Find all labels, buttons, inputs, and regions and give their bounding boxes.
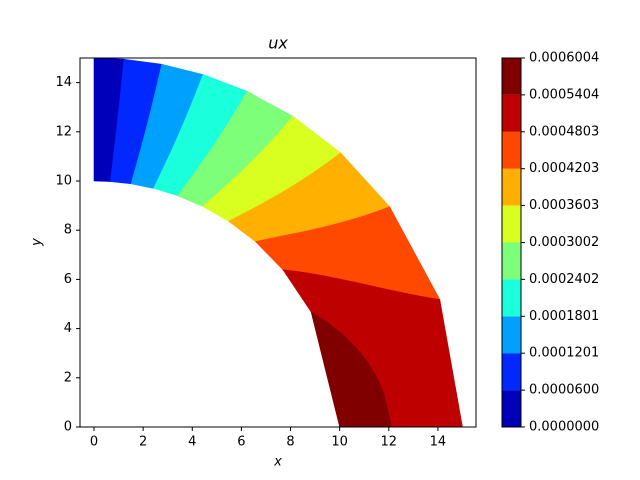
y-tick-label: 4 [64, 321, 72, 336]
x-axis-label: x [273, 455, 282, 470]
colorbar-tick-label: 0.0005404 [529, 87, 599, 102]
x-tick-label: 2 [139, 435, 147, 450]
colorbar-tick-label: 0.0000600 [529, 383, 599, 398]
y-tick-label: 10 [55, 174, 72, 189]
y-axis-label: y [30, 238, 45, 247]
x-tick-label: 8 [286, 435, 294, 450]
x-tick-label: 6 [237, 435, 245, 450]
x-tick-label: 12 [381, 435, 398, 450]
colorbar-tick-label: 0.0000000 [529, 420, 599, 435]
y-tick-label: 8 [64, 223, 72, 238]
colorbar-tick-label: 0.0001801 [529, 309, 599, 324]
colorbar-band [502, 353, 521, 391]
colorbar-tick-label: 0.0006004 [529, 51, 599, 66]
plot-frame [79, 57, 477, 428]
x-tick-label: 4 [188, 435, 196, 450]
colorbar-band [502, 279, 521, 317]
y-tick-label: 2 [64, 370, 72, 385]
colorbar-tick-label: 0.0004803 [529, 124, 599, 139]
y-tick-label: 0 [64, 420, 72, 435]
colorbar-tick-label: 0.0003002 [529, 235, 599, 250]
x-tick-label: 10 [331, 435, 348, 450]
colorbar-band [502, 205, 521, 243]
colorbar-band [502, 390, 521, 427]
colorbar-band [502, 242, 521, 280]
colorbar-tick-label: 0.0003603 [529, 198, 599, 213]
y-tick-label: 6 [64, 272, 72, 287]
colorbar-band [502, 94, 521, 132]
y-tick-label: 14 [55, 75, 72, 90]
chart-title: ux [268, 34, 288, 53]
x-tick-label: 14 [430, 435, 447, 450]
colorbar-tick-label: 0.0002402 [529, 272, 599, 287]
colorbar-band [502, 168, 521, 206]
colorbar-tick-label: 0.0001201 [529, 346, 599, 361]
colorbar-band [502, 316, 521, 354]
colorbar-band [502, 58, 521, 95]
colorbar-band [502, 131, 521, 169]
y-tick-label: 12 [55, 124, 72, 139]
colorbar-tick-label: 0.0004203 [529, 161, 599, 176]
x-tick-label: 0 [90, 435, 98, 450]
